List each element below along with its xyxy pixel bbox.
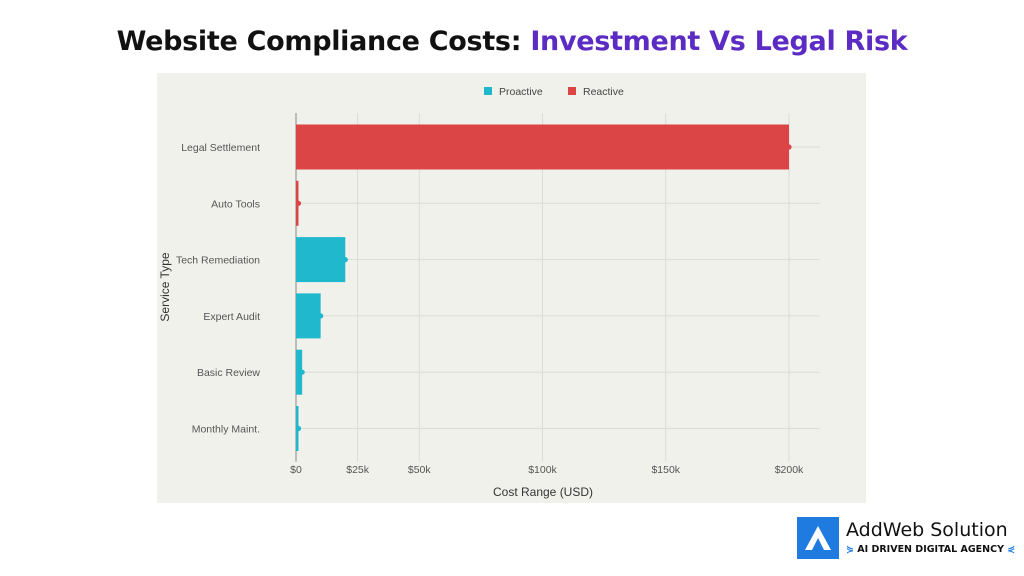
bar-end-marker: [295, 200, 302, 206]
x-axis-title: Cost Range (USD): [493, 485, 593, 499]
y-tick-label: Monthly Maint.: [192, 424, 260, 436]
y-tick-label: Legal Settlement: [181, 142, 260, 154]
chart-panel: $0 $25k $50k $100k $150k $200k Legal Settlemen…: [157, 73, 866, 503]
bar-end-marker: [318, 313, 324, 319]
page-title: Website Compliance Costs: Investment Vs …: [116, 26, 908, 57]
x-tick-label: $100k: [528, 464, 557, 476]
bar-tech-remediation: [296, 237, 346, 283]
x-tick-label: $150k: [651, 464, 680, 476]
y-axis-title: Service Type: [158, 252, 172, 321]
x-tick-label: $0: [290, 464, 302, 476]
bar-expert-audit: [296, 293, 321, 339]
x-tick-label: $200k: [775, 464, 804, 476]
bar-end-marker: [295, 425, 302, 432]
logo-mark-icon: [797, 517, 839, 559]
bar-basic-review: [296, 349, 303, 395]
y-tick-label: Tech Remediation: [176, 255, 260, 267]
bar-legal-settlement: [296, 124, 789, 170]
bar-end-marker: [786, 144, 792, 150]
x-tick-label: $25k: [346, 464, 370, 476]
legend-label-proactive: Proactive: [499, 86, 543, 98]
legend-label-reactive: Reactive: [583, 86, 624, 98]
y-tick-label: Auto Tools: [211, 198, 260, 210]
y-tick-label: Expert Audit: [203, 311, 260, 323]
x-tick-label: $50k: [408, 464, 432, 476]
logo-tagline: ⋟ AI DRIVEN DIGITAL AGENCY ⋞: [846, 544, 1016, 555]
bar-end-marker: [342, 257, 348, 263]
addweb-logo: AddWeb Solution ⋟ AI DRIVEN DIGITAL AGEN…: [797, 517, 1017, 561]
y-tick-label: Basic Review: [197, 367, 260, 379]
chart: $0 $25k $50k $100k $150k $200k Legal Settlemen…: [158, 86, 820, 499]
logo-name: AddWeb Solution: [846, 519, 1008, 541]
bar-end-marker: [299, 369, 305, 375]
legend-swatch-reactive: [568, 87, 576, 95]
legend-swatch-proactive: [484, 87, 492, 95]
